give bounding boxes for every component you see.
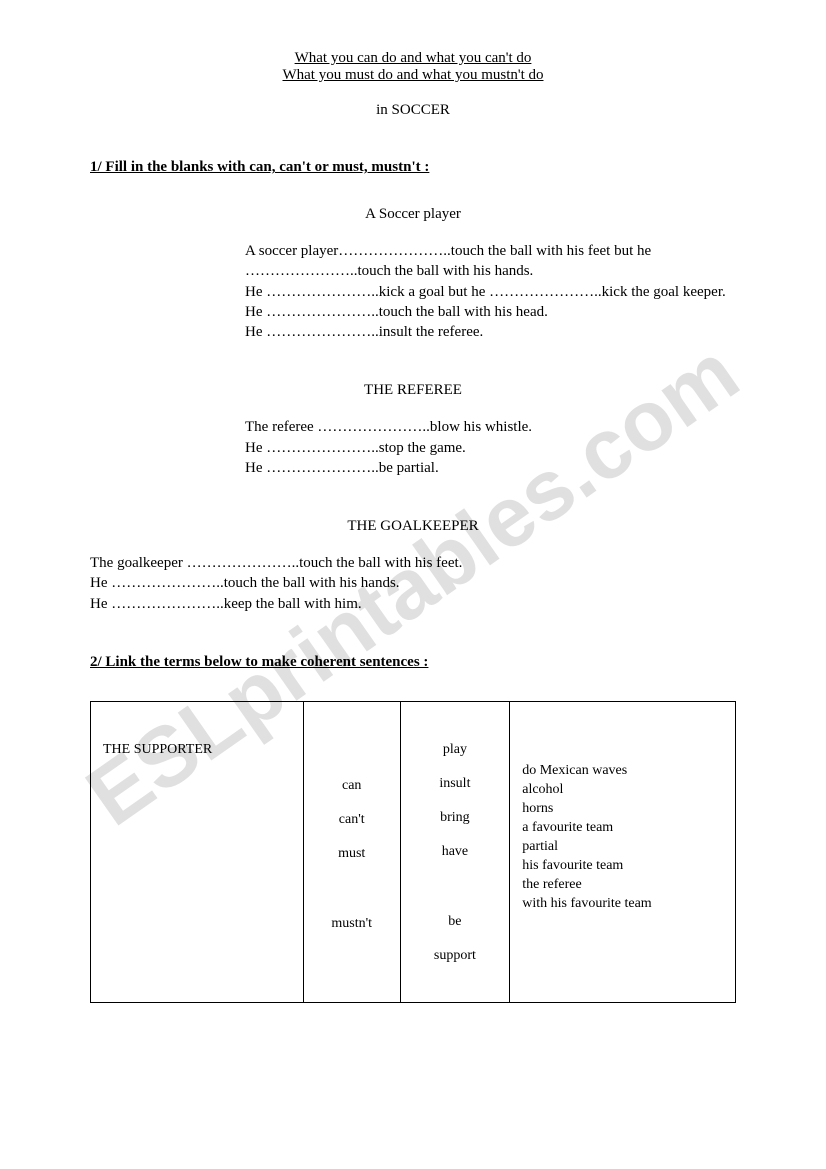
referee-label: THE REFEREE [90, 382, 736, 399]
title-line-1: What you can do and what you can't do [295, 50, 532, 67]
referee-line3: He …………………..be partial. [245, 458, 736, 478]
obj-favteam: a favourite team [522, 820, 723, 836]
document-content: What you can do and what you can't do Wh… [90, 50, 736, 1003]
player-label: A Soccer player [90, 206, 736, 223]
modal-mustnt: mustn't [316, 916, 388, 932]
modal-must: must [316, 846, 388, 862]
obj-withfavteam: with his favourite team [522, 896, 723, 912]
verb-support: support [413, 948, 498, 964]
table-col-verbs: play insult bring have be support [400, 701, 510, 1002]
table-col-modals: can can't must mustn't [303, 701, 400, 1002]
exercise1-header: 1/ Fill in the blanks with can, can't or… [90, 159, 736, 176]
player-line2: He …………………..kick a goal but he …………………..… [245, 282, 736, 302]
verb-have: have [413, 844, 498, 860]
table-row: THE SUPPORTER can can't must mustn't pla… [91, 701, 736, 1002]
referee-line2: He …………………..stop the game. [245, 438, 736, 458]
goalkeeper-line1: The goalkeeper …………………..touch the ball w… [90, 553, 736, 573]
title-line-2: What you must do and what you mustn't do [282, 67, 543, 84]
table-col-subject: THE SUPPORTER [91, 701, 304, 1002]
exercise2-header: 2/ Link the terms below to make coherent… [90, 654, 736, 671]
modal-can: can [316, 778, 388, 794]
obj-hisfavteam: his favourite team [522, 858, 723, 874]
player-line4: He …………………..insult the referee. [245, 322, 736, 342]
supporter-label: THE SUPPORTER [103, 742, 291, 758]
referee-block: The referee …………………..blow his whistle. H… [90, 417, 736, 478]
goalkeeper-line3: He …………………..keep the ball with him. [90, 594, 736, 614]
verb-bring: bring [413, 810, 498, 826]
exercise2-table: THE SUPPORTER can can't must mustn't pla… [90, 701, 736, 1003]
goalkeeper-label: THE GOALKEEPER [90, 518, 736, 535]
player-line1b: …………………..touch the ball with his hands. [245, 261, 736, 281]
obj-referee: the referee [522, 877, 723, 893]
player-line3: He …………………..touch the ball with his head… [245, 302, 736, 322]
obj-mexican: do Mexican waves [522, 763, 723, 779]
referee-line1: The referee …………………..blow his whistle. [245, 417, 736, 437]
table-col-objects: do Mexican waves alcohol horns a favouri… [510, 701, 736, 1002]
verb-play: play [413, 742, 498, 758]
goalkeeper-line2: He …………………..touch the ball with his hand… [90, 573, 736, 593]
verb-insult: insult [413, 776, 498, 792]
obj-horns: horns [522, 801, 723, 817]
obj-alcohol: alcohol [522, 782, 723, 798]
modal-cant: can't [316, 812, 388, 828]
title-subject: in SOCCER [90, 102, 736, 119]
verb-be: be [413, 914, 498, 930]
title-block: What you can do and what you can't do Wh… [90, 50, 736, 84]
player-line1a: A soccer player…………………..touch the ball w… [245, 241, 736, 261]
player-block: A soccer player…………………..touch the ball w… [90, 241, 736, 342]
goalkeeper-block: The goalkeeper …………………..touch the ball w… [90, 553, 736, 614]
obj-partial: partial [522, 839, 723, 855]
